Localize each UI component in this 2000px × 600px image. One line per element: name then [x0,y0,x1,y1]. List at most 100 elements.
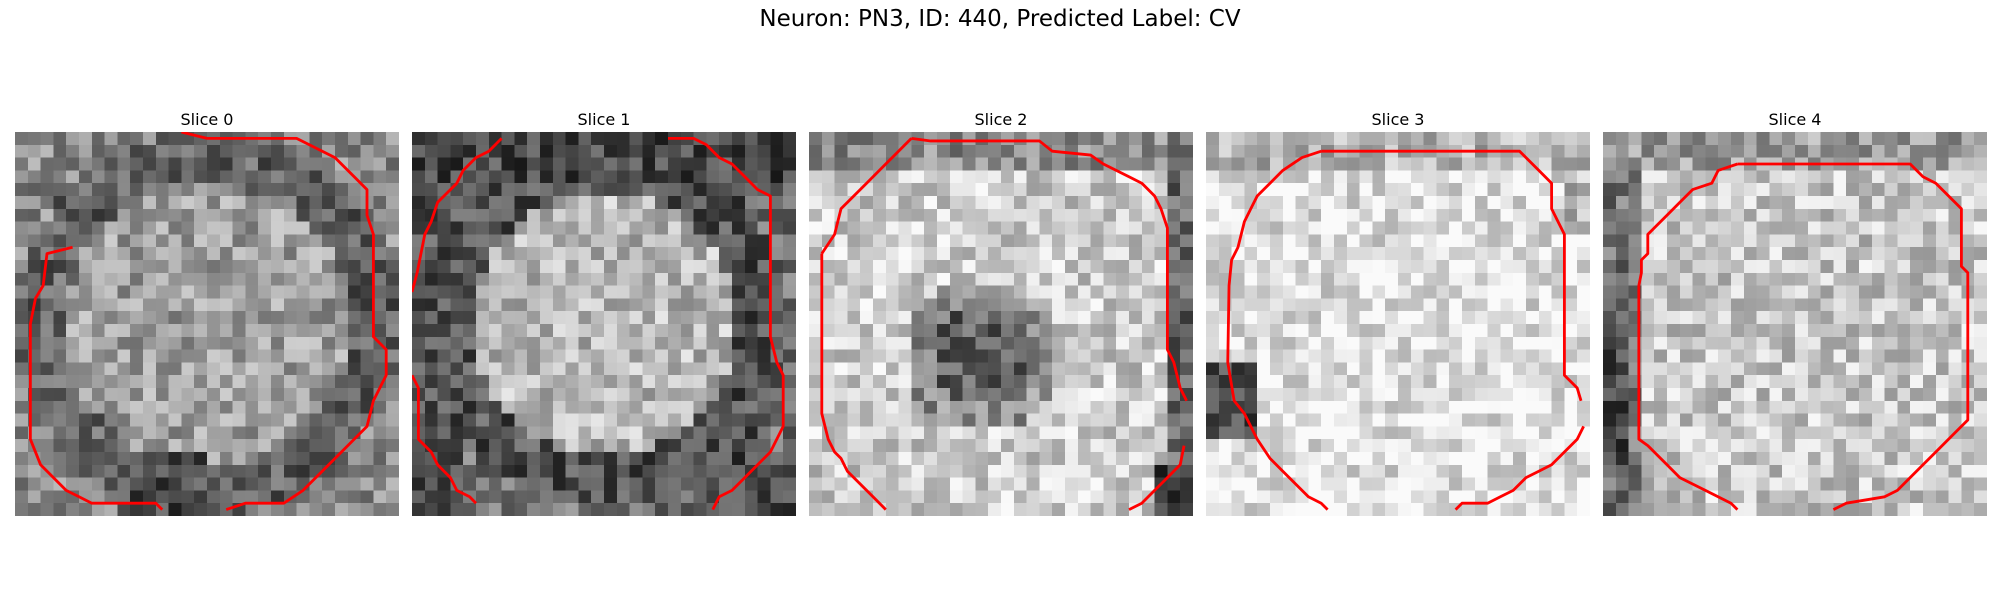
pixel [373,477,387,491]
pixel [1206,464,1220,478]
pixel [1513,247,1527,261]
pixel [514,439,528,453]
pixel [693,452,707,466]
pixel [604,439,618,453]
pixel [988,144,1002,158]
pixel [168,196,182,210]
pixel [1026,490,1040,504]
pixel [412,503,426,516]
pixel [207,221,221,235]
pixel [1065,426,1079,440]
pixel [1756,285,1770,299]
pixel [540,439,554,453]
pixel [437,503,451,516]
pixel [809,452,823,466]
pixel [770,247,784,261]
pixel [1167,388,1181,402]
pixel [219,324,233,338]
pixel [604,196,618,210]
pixel [604,490,618,504]
pixel [668,234,682,248]
pixel [40,298,54,312]
pixel [15,426,29,440]
pixel [1436,324,1450,338]
pixel [527,452,541,466]
pixel [117,503,131,516]
pixel [860,298,874,312]
pixel [642,388,656,402]
pixel [809,439,823,453]
pixel [1884,132,1898,146]
pixel [309,183,323,197]
pixel [591,260,605,274]
pixel [1807,349,1821,363]
pixel [873,349,887,363]
pixel [1231,260,1245,274]
pixel [476,349,490,363]
pixel [1474,311,1488,325]
pixel [1282,324,1296,338]
pixel [1641,298,1655,312]
pixel [732,400,746,414]
pixel [347,196,361,210]
pixel [1500,170,1514,184]
pixel [1295,503,1309,516]
pixel [1538,349,1552,363]
pixel [642,503,656,516]
pixel [1564,157,1578,171]
pixel [565,247,579,261]
pixel [168,221,182,235]
pixel [1577,375,1590,389]
pixel [1974,285,1987,299]
pixel [1334,285,1348,299]
pixel [552,272,566,286]
pixel [1013,311,1027,325]
pixel [937,196,951,210]
pixel [1538,247,1552,261]
pixel [1615,196,1629,210]
pixel [1462,375,1476,389]
pixel [130,144,144,158]
pixel [821,477,835,491]
pixel [552,490,566,504]
pixel [834,362,848,376]
pixel [27,234,41,248]
pixel [975,183,989,197]
pixel [1334,400,1348,414]
pixel [1756,388,1770,402]
pixel [155,477,169,491]
pixel [578,311,592,325]
pixel [1359,183,1373,197]
pixel [975,503,989,516]
pixel [1257,388,1271,402]
pixel [207,349,221,363]
pixel [680,490,694,504]
pixel [1257,400,1271,414]
pixel [924,170,938,184]
pixel [732,298,746,312]
pixel [924,272,938,286]
pixel [437,413,451,427]
pixel [1705,388,1719,402]
pixel [1039,503,1053,516]
pixel [335,375,349,389]
pixel [937,221,951,235]
pixel [1974,183,1987,197]
pixel [271,503,285,516]
pixel [668,375,682,389]
pixel [66,349,80,363]
pixel [309,336,323,350]
pixel [1052,170,1066,184]
pixel [1001,247,1015,261]
pixel [1103,490,1117,504]
pixel [1001,311,1015,325]
pixel [860,324,874,338]
pixel [91,336,105,350]
pixel [104,464,118,478]
pixel [1743,272,1757,286]
pixel [1974,324,1987,338]
pixel [271,311,285,325]
pixel [232,285,246,299]
pixel [1961,170,1975,184]
pixel [1526,439,1540,453]
